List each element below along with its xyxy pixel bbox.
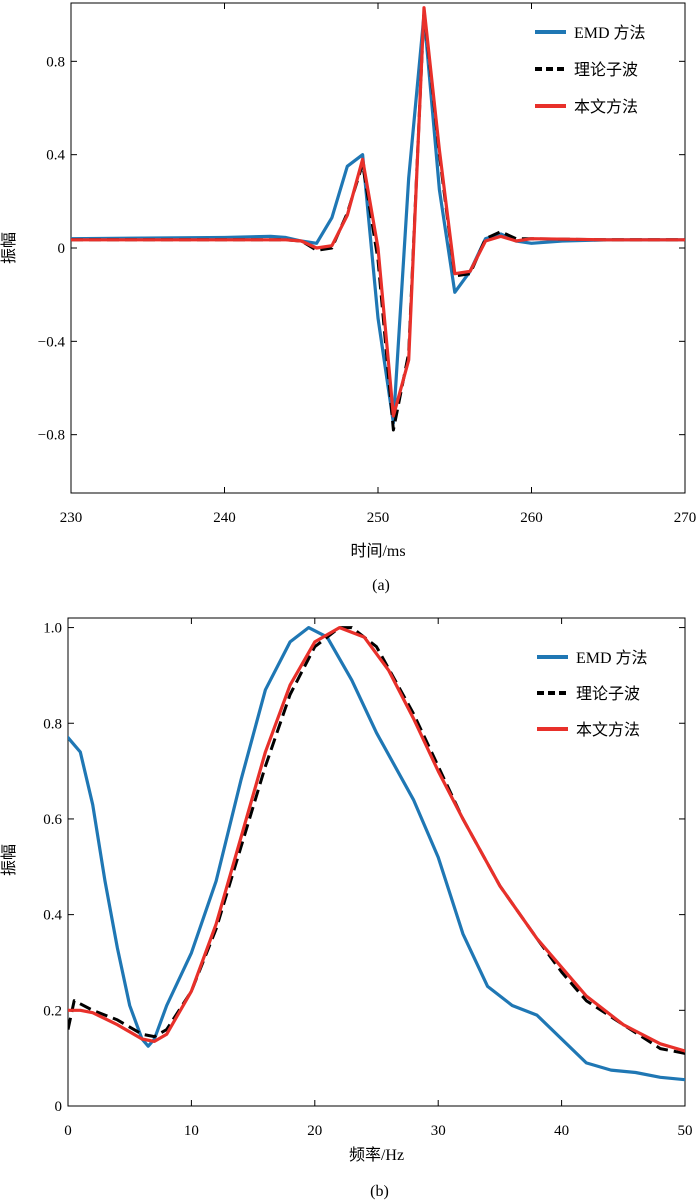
y-axis-label: 振幅 [0,844,18,876]
x-tick-label: 250 [367,510,390,526]
series-line-theory [68,626,685,1055]
x-tick-label: 40 [554,1123,569,1139]
x-tick-label: 0 [64,1123,72,1139]
x-tick-label: 30 [431,1123,446,1139]
x-tick-label: 10 [184,1123,199,1139]
x-tick-label: 270 [674,510,697,526]
series-line-proposed [68,625,685,1053]
x-axis-label: 频率/Hz [349,1146,404,1164]
y-tick-label: −0.8 [38,428,65,444]
y-tick-label: 0.8 [46,54,65,70]
y-tick-label: 0 [55,1099,63,1115]
y-axis-label: 振幅 [0,232,18,264]
series-line-proposed [71,6,685,418]
plot-frame [67,617,686,1107]
x-tick-label: 240 [213,510,236,526]
figure-caption: (a) [372,577,390,594]
legend-label: EMD 方法 [574,24,646,42]
legend-label: EMD 方法 [576,649,648,667]
x-tick-label: 20 [307,1123,322,1139]
figure-caption: (b) [370,1183,389,1200]
series-line-emd [68,625,685,1082]
chart-b: 0 10 20 30 40 50 0 0.2 0.4 0.6 0.8 1.0 EMD 方法理论子波本文方… [0,617,693,1200]
y-tick-label: 0.2 [43,1003,62,1019]
y-tick-label: 0.8 [43,716,62,732]
legend-label: 本文方法 [576,721,640,739]
x-tick-label: 50 [678,1123,693,1139]
y-tick-label: −0.4 [38,334,66,350]
legend-label: 本文方法 [574,98,638,116]
y-tick-label: 0 [58,241,66,257]
y-tick-label: 0.6 [43,812,62,828]
y-tick-label: 1.0 [43,621,62,637]
chart-a: 230 240 250 260 270 0.8 0.4 0 −0.4 −0.8 EMD 方法理论子波… [0,2,697,594]
x-axis-label: 时间/ms [350,542,405,560]
legend-label: 理论子波 [574,61,638,79]
legend-label: 理论子波 [576,685,640,703]
x-tick-label: 260 [520,510,543,526]
y-tick-label: 0.4 [43,908,62,924]
x-tick-label: 230 [60,510,83,526]
y-tick-label: 0.4 [46,148,65,164]
